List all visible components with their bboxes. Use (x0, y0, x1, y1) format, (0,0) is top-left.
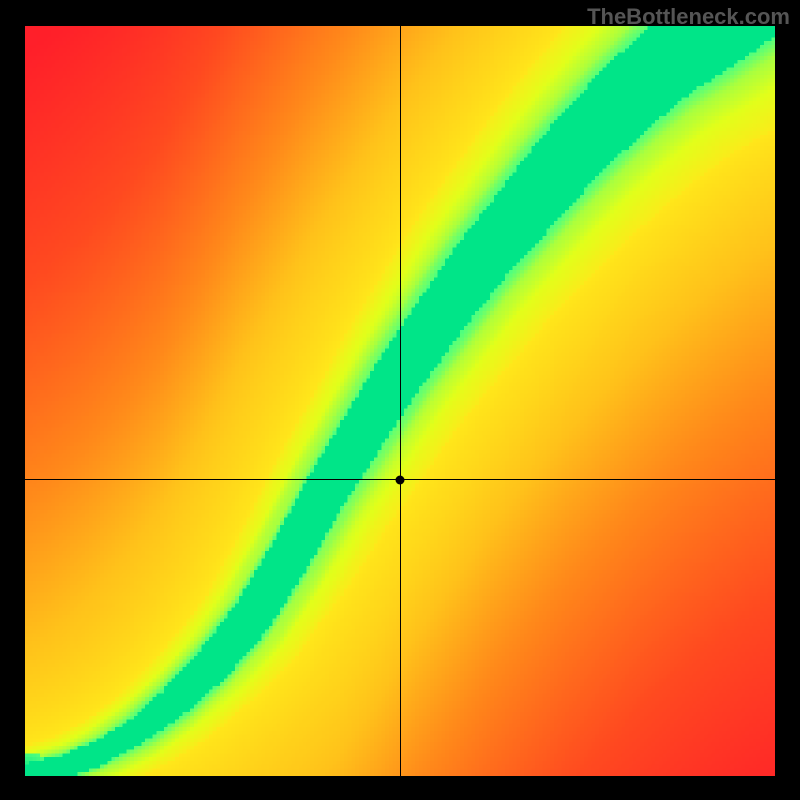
crosshair-vertical (400, 26, 401, 776)
watermark-text: TheBottleneck.com (587, 4, 790, 30)
heatmap-plot-area (25, 26, 775, 776)
chart-container: TheBottleneck.com (0, 0, 800, 800)
marker-dot (396, 475, 405, 484)
